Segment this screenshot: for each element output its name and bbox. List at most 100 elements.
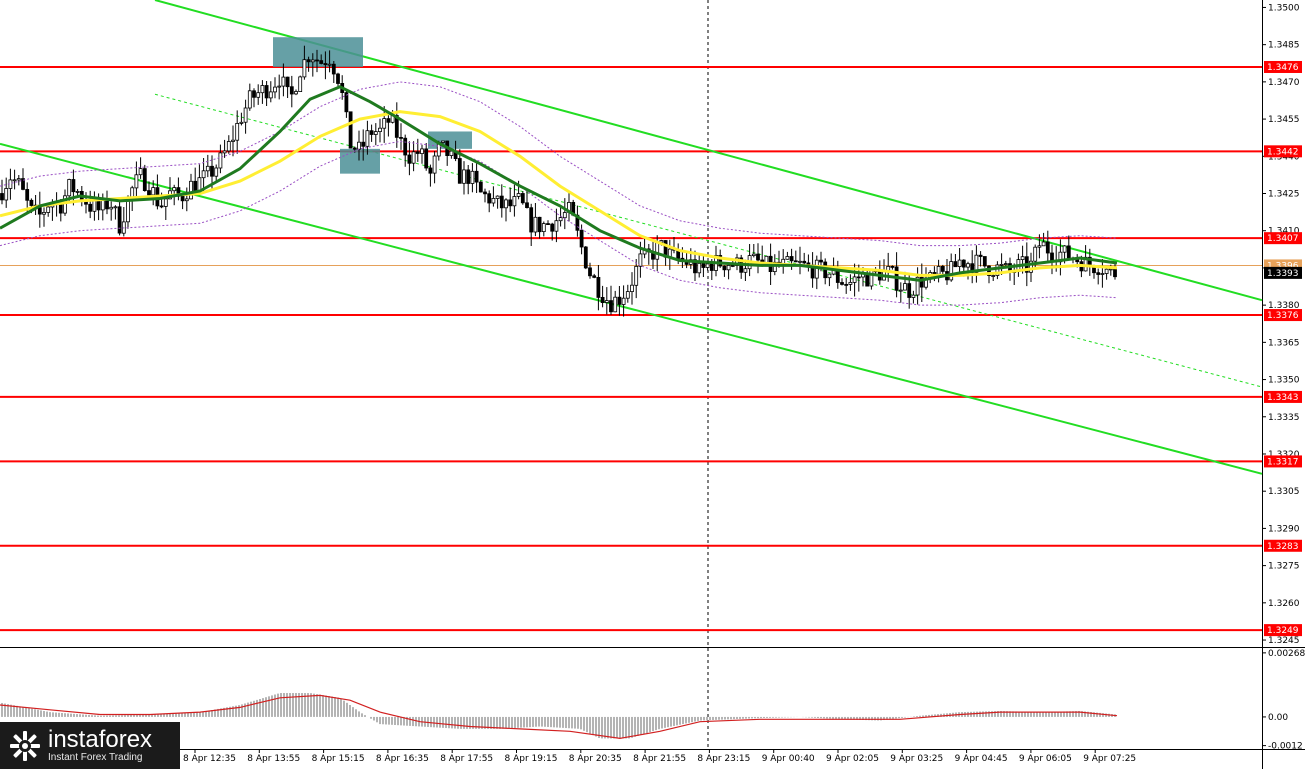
candle-body (1096, 272, 1101, 275)
candle-body (609, 300, 613, 313)
candle (697, 254, 702, 278)
candle-body (1020, 256, 1025, 261)
candle-body (1113, 268, 1117, 278)
candle-body (218, 152, 223, 169)
level-tag-bg (1264, 539, 1302, 552)
candle (365, 120, 370, 155)
candle (92, 191, 97, 221)
candle-body (558, 217, 563, 222)
candle (491, 186, 496, 207)
candle (352, 146, 357, 153)
candle-body (898, 289, 903, 292)
candle (71, 169, 76, 206)
candle (915, 267, 920, 305)
signal-box (340, 148, 380, 174)
time-tick-label: 8 Apr 21:55 (633, 754, 686, 764)
candle-body (743, 268, 748, 273)
candle (722, 265, 727, 277)
time-tick-label: 9 Apr 07:25 (1083, 754, 1136, 764)
level-tag: 1.3343 (1264, 390, 1302, 403)
candle-body (172, 187, 177, 192)
candle (268, 81, 273, 103)
candle-body (205, 165, 210, 172)
candle-body (25, 188, 30, 201)
candle-body (537, 216, 542, 233)
candle-body (630, 284, 634, 293)
candle-body (264, 85, 269, 99)
candle (478, 180, 483, 193)
last-price-tag-text: 1.3396 (1267, 261, 1299, 271)
candle-body (357, 141, 361, 150)
current-price-tag-text: 1.3393 (1267, 269, 1299, 279)
price-tick-label: 1.3350 (1268, 376, 1300, 386)
candle (1008, 257, 1012, 281)
time-tick-label: 8 Apr 20:35 (569, 754, 622, 764)
candle-body (336, 73, 340, 84)
candle (109, 201, 114, 221)
macd-tick-label: -0.0012 (1268, 742, 1303, 752)
logo-tagline: Instant Forex Trading (48, 751, 143, 763)
macd-signal-line (0, 694, 1118, 740)
candle-body (315, 59, 319, 62)
candle (651, 239, 655, 269)
candle-body (151, 187, 156, 196)
candle-body (722, 265, 727, 271)
candle (184, 187, 189, 212)
moving-averages (0, 81, 1118, 306)
candle-body (256, 92, 261, 98)
candle-body (478, 181, 483, 193)
candle (424, 143, 429, 171)
candle-body (277, 85, 282, 88)
candle-body (323, 63, 328, 66)
level-tag-text: 1.3407 (1267, 234, 1299, 244)
candle (273, 77, 277, 99)
candle-body (705, 263, 710, 268)
price-tick-label: 1.3260 (1268, 599, 1300, 609)
candle-body (235, 123, 240, 141)
candle (382, 106, 387, 143)
candle-body (289, 86, 294, 95)
candle-body (243, 107, 248, 123)
candle (672, 237, 676, 254)
candle-body (907, 283, 912, 298)
candle (88, 190, 93, 219)
level-tag: 1.3476 (1264, 60, 1302, 73)
level-tag-text: 1.3249 (1267, 626, 1299, 636)
candle (840, 278, 844, 286)
candle-body (701, 262, 706, 268)
candle (420, 144, 424, 164)
candle-body (911, 294, 916, 298)
candle-body (21, 178, 25, 190)
candle-body (903, 283, 907, 291)
candle-body (588, 267, 592, 277)
candle-body (793, 260, 798, 263)
candle (46, 204, 51, 217)
candle-body (1037, 245, 1042, 248)
candle (743, 259, 748, 281)
candle-body (915, 276, 920, 296)
candle-body (1104, 268, 1109, 274)
candle (747, 244, 752, 277)
candle (940, 264, 945, 274)
candle-body (625, 291, 630, 299)
candle (348, 111, 353, 149)
candle-body (180, 195, 185, 202)
candle-body (327, 63, 332, 66)
candle-body (533, 216, 538, 233)
candle-body (239, 121, 244, 124)
candle (1029, 252, 1033, 282)
candle (315, 49, 319, 73)
candle-body (231, 139, 235, 142)
candle-body (117, 206, 122, 234)
candle (508, 187, 513, 213)
candle-body (189, 180, 193, 200)
candle-body (613, 296, 618, 313)
candle (319, 54, 324, 65)
time-tick-label: 9 Apr 00:40 (762, 754, 815, 764)
candle (155, 174, 160, 210)
candle (42, 207, 46, 227)
candle-body (420, 148, 424, 154)
candle-body (583, 246, 588, 269)
candle-body (936, 265, 941, 275)
